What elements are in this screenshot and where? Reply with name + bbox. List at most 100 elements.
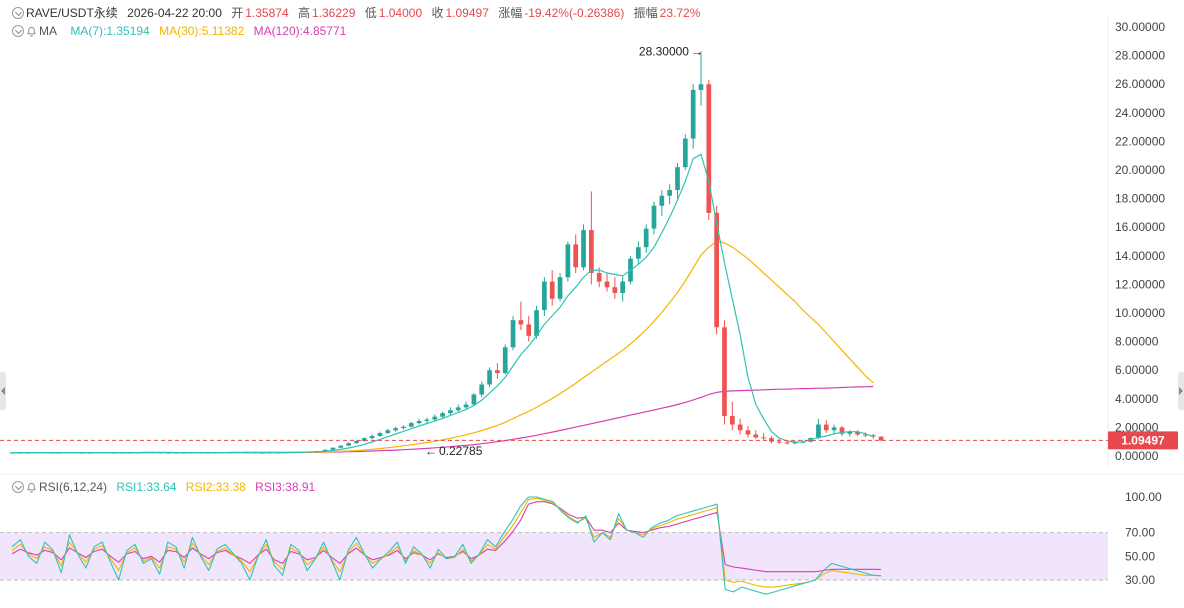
ma7-layer [11, 153, 874, 454]
candle-body [385, 430, 391, 434]
eye-icon[interactable] [26, 26, 37, 37]
candle-body [855, 431, 860, 435]
close-label: 收 [431, 6, 444, 20]
candle-body [878, 436, 884, 441]
candle-body [635, 247, 641, 259]
max-price-arrow: → [691, 44, 703, 58]
amplitude-label: 振幅 [633, 6, 658, 20]
candle-body [463, 404, 469, 408]
candle-body [823, 424, 829, 431]
collapse-icon[interactable] [12, 481, 24, 493]
rsi-tick-label: 100.00 [1125, 490, 1162, 504]
collapse-icon[interactable] [12, 7, 24, 19]
candle-body [557, 277, 563, 299]
collapse-left-tab[interactable] [0, 372, 6, 410]
candle-body [424, 419, 430, 421]
min-price-label: 0.22785 [439, 444, 483, 458]
rsi1-value: RSI1:33.64 [116, 480, 177, 494]
candle-body [847, 431, 853, 434]
candle-body [534, 310, 539, 336]
price-tick-label: 8.00000 [1115, 335, 1159, 349]
candle-body [377, 433, 383, 436]
candle-body [675, 167, 680, 191]
ma-legend: MA MA(7):1.35194 MA(30):5.11382 MA(120):… [12, 23, 348, 39]
rsi-legend: RSI(6,12,24) RSI1:33.64 RSI2:33.38 RSI3:… [12, 479, 317, 495]
low-value: 1.04000 [378, 6, 423, 20]
candle-body [870, 435, 876, 437]
rsi-line-3 [11, 501, 881, 573]
candle-body [518, 320, 524, 325]
last-price-tag [1108, 431, 1178, 450]
high-value: 1.36229 [312, 6, 356, 20]
candle-body [761, 437, 766, 439]
candle-body [479, 384, 485, 395]
candle-body [510, 320, 516, 348]
rsi-tick-label: 50.00 [1125, 549, 1155, 563]
open-value: 1.35874 [245, 6, 289, 20]
candle-body [863, 434, 868, 436]
rsi-axis: 100.00 70.00 50.00 30.00 [1125, 490, 1162, 587]
price-axis: 30.00000 28.00000 26.00000 24.00000 22.00000… [1115, 20, 1165, 463]
candle-body [753, 434, 759, 438]
eye-icon[interactable] [26, 482, 37, 493]
candle-body [432, 416, 438, 420]
candle-body [260, 452, 265, 454]
change-label: 涨幅 [498, 6, 523, 20]
price-panel: 30.00000 28.00000 26.00000 24.00000 22.00000… [0, 15, 1178, 466]
candle-body [792, 442, 798, 444]
candle-body [471, 394, 477, 405]
min-price-arrow: ← [425, 444, 437, 458]
ma120-line [11, 385, 874, 454]
candle-body [722, 327, 727, 416]
candle-body [526, 324, 532, 336]
rsi-tick-label: 30.00 [1125, 573, 1155, 587]
ma120-layer [11, 385, 874, 454]
candle-body [361, 438, 367, 441]
price-tick-label: 22.00000 [1115, 134, 1165, 148]
candle-body [440, 413, 445, 417]
candle-body [604, 281, 610, 288]
rsi-panel: 100.00 70.00 50.00 30.00 [0, 473, 1184, 595]
candle-body [589, 230, 594, 273]
candle-body [330, 447, 336, 450]
symbol: RAVE/USDT永续 [26, 6, 118, 20]
price-tick-label: 24.00000 [1115, 106, 1165, 120]
candle-body [682, 138, 688, 168]
last-price-label: 1.09497 [1121, 433, 1165, 447]
price-tick-label: 20.00000 [1115, 163, 1165, 177]
price-tick-label: 18.00000 [1115, 192, 1165, 206]
close-value: 1.09497 [445, 6, 489, 20]
candle-body [455, 407, 461, 411]
candle-body [416, 420, 422, 424]
candle-body [448, 410, 453, 414]
candle-body [354, 440, 359, 444]
high-label: 高 [297, 6, 310, 20]
ma30-value: MA(30):5.11382 [159, 24, 245, 38]
candle-body [816, 424, 821, 439]
candle-body [612, 287, 618, 293]
price-tick-label: 12.00000 [1115, 277, 1165, 291]
candle-body [784, 442, 790, 444]
ma120-value: MA(120):4.85771 [253, 24, 347, 38]
collapse-right-tab[interactable] [1178, 372, 1184, 410]
candle-body [393, 428, 398, 431]
price-tick-label: 30.00000 [1115, 20, 1165, 34]
candle-body [690, 89, 696, 139]
price-tick-label: 10.00000 [1115, 306, 1165, 320]
candle-body [706, 84, 712, 213]
rsi-band [0, 532, 1108, 580]
ma30-layer [11, 240, 874, 454]
candle-body [839, 427, 845, 434]
price-tick-label: 4.00000 [1115, 392, 1159, 406]
collapse-icon[interactable] [12, 25, 24, 37]
price-tick-label: 0.00000 [1115, 449, 1159, 463]
candle-body [581, 230, 586, 268]
price-tick-label: 26.00000 [1115, 77, 1165, 91]
candle-body [408, 423, 414, 427]
low-label: 低 [364, 6, 377, 20]
rsi-tick-label: 70.00 [1125, 526, 1155, 540]
candle-body [620, 281, 626, 293]
candle-body [714, 212, 719, 328]
